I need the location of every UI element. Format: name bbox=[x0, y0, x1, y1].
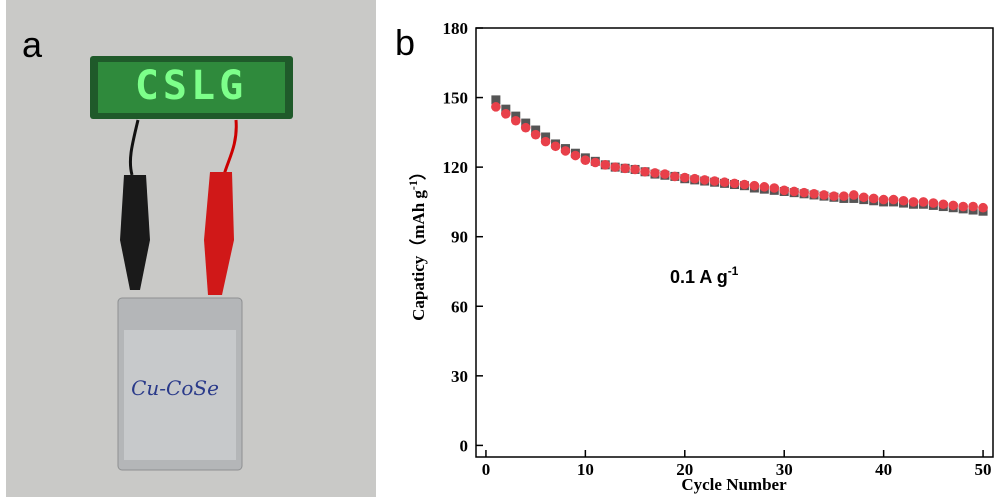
red-clip bbox=[204, 172, 234, 295]
photo: CSLG Cu-CoSe a bbox=[6, 0, 376, 497]
point bbox=[719, 177, 730, 188]
point bbox=[908, 197, 919, 207]
point bbox=[590, 157, 601, 168]
black-clip bbox=[120, 175, 150, 290]
y-tick-label: 60 bbox=[451, 297, 468, 316]
point bbox=[709, 176, 720, 186]
point bbox=[670, 171, 680, 182]
point bbox=[938, 199, 949, 210]
x-tick-label: 30 bbox=[776, 460, 793, 479]
y-axis-label-end: ） bbox=[408, 163, 428, 180]
point bbox=[918, 197, 929, 207]
point bbox=[580, 155, 591, 165]
x-tick-label: 40 bbox=[875, 460, 892, 479]
panel-label: b bbox=[395, 22, 415, 63]
point bbox=[948, 200, 959, 211]
point bbox=[839, 191, 849, 201]
point bbox=[491, 95, 501, 105]
y-axis-label-sup: -1 bbox=[406, 180, 420, 190]
x-tick-label: 20 bbox=[676, 460, 693, 479]
point bbox=[978, 202, 988, 213]
point bbox=[530, 129, 541, 140]
battery-face bbox=[124, 330, 236, 460]
point bbox=[570, 150, 581, 161]
point bbox=[630, 164, 640, 175]
point bbox=[928, 198, 939, 208]
point bbox=[550, 141, 561, 152]
point bbox=[759, 182, 770, 192]
point bbox=[849, 190, 859, 200]
point bbox=[769, 183, 780, 193]
black-wire bbox=[128, 119, 140, 176]
x-tick-label: 50 bbox=[975, 460, 992, 479]
x-axis-label: Cycle Number bbox=[681, 475, 787, 494]
point bbox=[829, 191, 839, 201]
point bbox=[501, 109, 511, 119]
point bbox=[789, 186, 799, 197]
y-tick-label: 30 bbox=[451, 367, 468, 386]
point bbox=[491, 102, 501, 112]
annotation: 0.1 A g-1 bbox=[670, 264, 739, 287]
panel-label: a bbox=[22, 24, 43, 65]
annotation-text: 0.1 A g bbox=[670, 267, 728, 287]
led-text: CSLG bbox=[135, 63, 247, 109]
y-tick-label: 90 bbox=[451, 228, 468, 247]
y-tick-label: 180 bbox=[443, 19, 469, 38]
point bbox=[620, 163, 630, 174]
point bbox=[819, 190, 829, 200]
point bbox=[610, 162, 620, 172]
x-tick-label: 10 bbox=[577, 460, 594, 479]
point bbox=[600, 160, 611, 170]
point bbox=[739, 179, 750, 190]
point bbox=[520, 122, 531, 133]
y-axis-label: Capaticy（mAh g-1） bbox=[406, 163, 428, 321]
point bbox=[660, 169, 670, 179]
point bbox=[898, 195, 909, 206]
point bbox=[968, 201, 978, 212]
point bbox=[749, 180, 760, 191]
point bbox=[729, 178, 740, 189]
x-tick-label: 0 bbox=[482, 460, 491, 479]
point bbox=[679, 172, 690, 183]
point bbox=[699, 175, 710, 185]
point bbox=[540, 136, 551, 147]
point bbox=[958, 201, 968, 212]
point bbox=[650, 168, 660, 178]
point bbox=[868, 193, 879, 204]
annotation-sup: -1 bbox=[728, 264, 739, 278]
point bbox=[858, 192, 869, 203]
point bbox=[640, 166, 650, 177]
led-matrix bbox=[98, 62, 285, 113]
point bbox=[510, 115, 521, 126]
point bbox=[689, 173, 700, 184]
point bbox=[799, 187, 809, 198]
y-axis-label-main: Capaticy（mAh g bbox=[408, 190, 428, 321]
point bbox=[809, 189, 819, 199]
plot-frame bbox=[475, 27, 994, 458]
y-tick-label: 120 bbox=[443, 158, 469, 177]
point bbox=[888, 194, 899, 205]
battery-label: Cu-CoSe bbox=[131, 376, 219, 400]
y-tick-label: 0 bbox=[460, 436, 469, 455]
point bbox=[560, 146, 571, 156]
red-wire bbox=[222, 119, 238, 176]
point bbox=[878, 194, 889, 205]
y-tick-label: 150 bbox=[443, 89, 469, 108]
point bbox=[779, 185, 790, 196]
